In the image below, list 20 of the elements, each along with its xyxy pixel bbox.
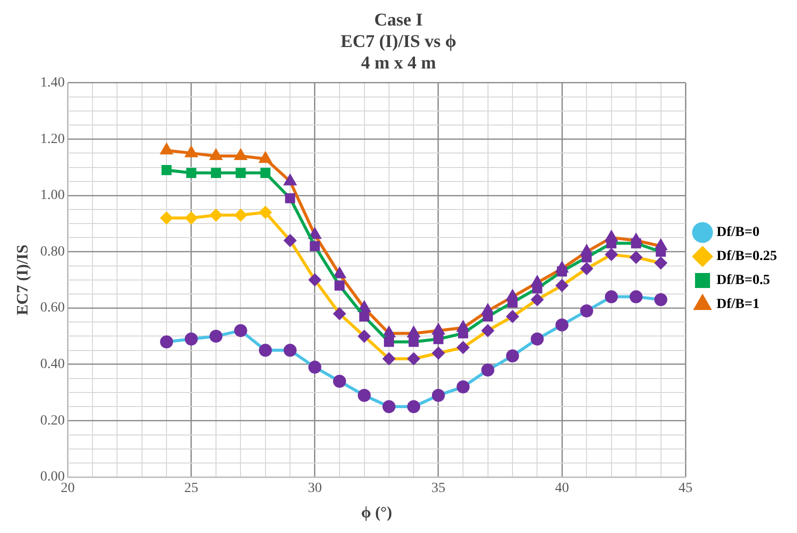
y-tick-label: 0.80: [40, 244, 65, 260]
y-axis-title: EC7 (I)/IS: [14, 244, 32, 316]
legend-label: Df/B=0.25: [716, 249, 778, 264]
x-tick-label: 30: [308, 481, 322, 496]
y-tick-label: 0.40: [40, 357, 65, 372]
legend-label: Df/B=0: [716, 225, 760, 240]
x-tick-label: 20: [60, 481, 75, 496]
y-tick-label: 1.40: [40, 75, 65, 90]
y-tick-label: 0.20: [40, 413, 65, 428]
y-tick-label: 0.60: [40, 300, 65, 316]
x-axis-title: ϕ (°): [361, 504, 392, 522]
legend-label: Df/B=1: [716, 297, 760, 312]
x-tick-label: 35: [431, 481, 446, 496]
y-tick-label: 1.20: [40, 132, 65, 147]
x-tick-label: 40: [554, 481, 569, 496]
chart-title: Case I EC7 (I)/IS vs ϕ 4 m x 4 m: [340, 9, 456, 73]
legend-label: Df/B=0.5: [716, 273, 770, 288]
y-tick-label: 1.00: [40, 188, 65, 204]
x-tick-label: 25: [184, 481, 198, 496]
x-tick-label: 45: [678, 481, 693, 496]
